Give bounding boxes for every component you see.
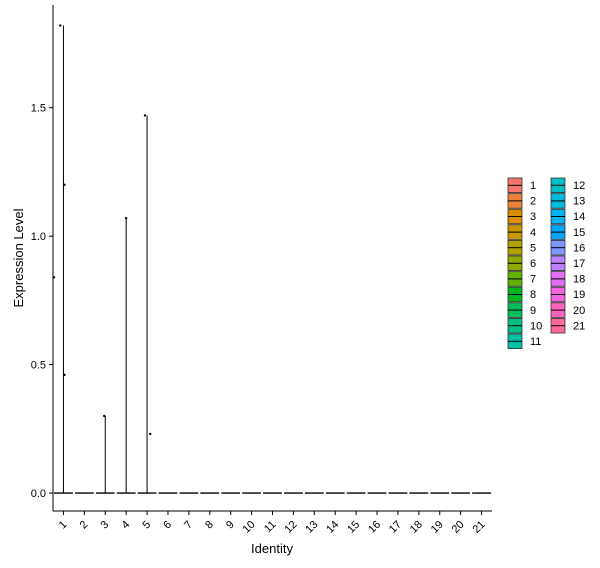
x-tick-label: 13 [303, 519, 320, 536]
x-tick-label: 7 [182, 519, 195, 532]
x-tick-label: 18 [408, 519, 425, 536]
legend-item-17: 17 [550, 255, 585, 272]
data-point [59, 24, 62, 27]
x-tick-label: 11 [262, 519, 279, 536]
legend-item-18: 18 [550, 271, 585, 287]
data-point [63, 183, 66, 186]
violin-1 [54, 25, 73, 494]
legend-item-16: 16 [550, 239, 585, 256]
legend-label: 10 [530, 320, 542, 332]
legend-label: 19 [573, 289, 585, 301]
legend-label: 14 [573, 211, 585, 223]
legend-label: 20 [573, 305, 585, 317]
y-tick-label: 0.5 [31, 360, 46, 372]
legend-item-20: 20 [550, 302, 585, 318]
legend-label: 2 [530, 196, 536, 208]
legend-item-13: 13 [550, 193, 585, 209]
legend-item-14: 14 [550, 208, 585, 225]
data-point [124, 216, 128, 220]
legend-label: 12 [573, 180, 585, 192]
legend-label: 5 [530, 242, 536, 254]
legend-label: 13 [573, 196, 585, 208]
data-point [103, 414, 106, 418]
x-tick-label: 20 [450, 519, 467, 536]
legend-item-6: 6 [507, 255, 536, 272]
legend-item-7: 7 [507, 271, 536, 287]
x-axis-ticks: 1 2 3 4 5 6 7 8 9 10 11 12 13 14 15 16 17 18 19 20 21 [57, 511, 488, 536]
legend-item-5: 5 [507, 239, 536, 256]
legend-item-4: 4 [507, 224, 536, 240]
violin-5 [137, 115, 157, 494]
legend-item-21: 21 [550, 317, 585, 334]
x-tick-label: 12 [282, 519, 299, 536]
x-tick-label: 19 [429, 519, 446, 536]
x-tick-label: 3 [99, 519, 112, 532]
x-tick-label: 5 [140, 519, 153, 532]
legend-item-15: 15 [550, 224, 585, 240]
x-tick-label: 1 [57, 519, 70, 532]
data-point [143, 114, 147, 117]
legend-label: 18 [573, 274, 585, 286]
legend-label: 1 [530, 180, 536, 192]
legend-item-9: 9 [507, 302, 536, 318]
legend-item-8: 8 [507, 286, 536, 303]
x-axis-title: Identity [251, 541, 293, 556]
legend-item-3: 3 [507, 208, 536, 225]
violin-3 [95, 415, 115, 494]
data-point [149, 432, 152, 436]
x-tick-label: 4 [119, 519, 132, 532]
y-tick-label: 1.5 [31, 103, 46, 115]
legend-label: 3 [530, 211, 536, 223]
legend-label: 6 [530, 258, 536, 270]
legend-item-10: 10 [507, 317, 542, 334]
x-tick-label: 10 [241, 519, 258, 536]
y-axis-title: Expression Level [11, 208, 26, 307]
x-tick-label: 14 [324, 519, 341, 536]
data-point [63, 373, 66, 377]
legend-item-1: 1 [507, 177, 536, 194]
legend-item-12: 12 [550, 177, 585, 194]
y-tick-label: 0.0 [31, 488, 46, 500]
x-tick-label: 9 [224, 519, 237, 532]
x-tick-label: 21 [471, 519, 488, 536]
legend-label: 7 [530, 274, 536, 286]
legend-label: 15 [573, 227, 585, 239]
x-tick-label: 15 [345, 519, 362, 536]
plot-area [52, 24, 491, 494]
legend-label: 8 [530, 289, 536, 301]
legend-label: 21 [573, 320, 585, 332]
legend-label: 4 [530, 227, 536, 239]
x-tick-label: 8 [203, 519, 216, 532]
legend-label: 9 [530, 305, 536, 317]
x-tick-label: 16 [366, 519, 383, 536]
legend-item-2: 2 [507, 193, 536, 209]
y-tick-label: 1.0 [31, 231, 46, 243]
legend-label: 17 [573, 258, 585, 270]
legend-item-19: 19 [550, 286, 585, 303]
x-tick-label: 17 [387, 519, 404, 536]
violin-4 [116, 218, 136, 494]
y-axis-ticks: 0.0 0.5 1.0 1.5 [31, 103, 53, 500]
x-tick-label: 6 [161, 519, 174, 532]
legend-label: 16 [573, 242, 585, 254]
x-tick-label: 2 [78, 519, 91, 532]
legend-label: 11 [530, 336, 541, 348]
legend-item-11: 11 [507, 333, 541, 350]
